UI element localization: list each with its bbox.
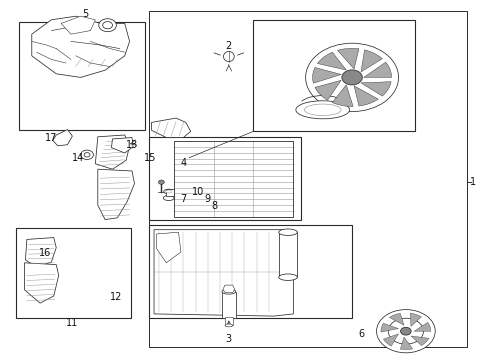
Polygon shape xyxy=(400,337,412,350)
Polygon shape xyxy=(223,285,234,292)
Polygon shape xyxy=(53,130,72,146)
Polygon shape xyxy=(360,82,390,96)
Text: 16: 16 xyxy=(39,248,51,258)
Text: 14: 14 xyxy=(72,153,84,163)
Ellipse shape xyxy=(224,324,232,327)
Circle shape xyxy=(81,150,93,159)
Text: 10: 10 xyxy=(191,186,204,197)
Text: 9: 9 xyxy=(204,194,210,204)
Text: 11: 11 xyxy=(66,318,79,328)
Ellipse shape xyxy=(222,289,235,294)
Polygon shape xyxy=(413,323,430,331)
Circle shape xyxy=(376,310,434,353)
Ellipse shape xyxy=(223,51,234,62)
Polygon shape xyxy=(24,263,59,303)
Bar xyxy=(173,141,293,217)
Polygon shape xyxy=(410,336,428,346)
Circle shape xyxy=(341,70,362,85)
Text: 5: 5 xyxy=(82,9,88,19)
Text: 12: 12 xyxy=(110,292,122,302)
Text: 7: 7 xyxy=(180,194,186,204)
Circle shape xyxy=(158,180,164,184)
Polygon shape xyxy=(111,138,133,153)
Polygon shape xyxy=(98,169,134,220)
Ellipse shape xyxy=(278,274,297,280)
Polygon shape xyxy=(278,232,297,277)
Text: 6: 6 xyxy=(358,329,364,339)
Bar xyxy=(149,11,466,347)
Ellipse shape xyxy=(165,190,172,193)
Polygon shape xyxy=(317,52,346,70)
Bar xyxy=(149,137,300,220)
Polygon shape xyxy=(337,48,358,69)
Bar xyxy=(222,292,235,318)
Polygon shape xyxy=(388,313,403,325)
Polygon shape xyxy=(156,232,181,263)
Ellipse shape xyxy=(278,229,297,235)
Text: 4: 4 xyxy=(180,158,186,168)
Ellipse shape xyxy=(163,189,173,194)
Polygon shape xyxy=(95,135,129,169)
Circle shape xyxy=(387,318,423,344)
Bar xyxy=(19,22,144,130)
Text: 3: 3 xyxy=(225,334,231,344)
Polygon shape xyxy=(154,230,293,316)
Polygon shape xyxy=(383,334,398,346)
Text: 2: 2 xyxy=(225,41,231,51)
Polygon shape xyxy=(312,67,341,83)
Circle shape xyxy=(99,19,116,32)
Polygon shape xyxy=(360,50,382,72)
Bar xyxy=(16,228,130,318)
Polygon shape xyxy=(353,86,378,106)
Polygon shape xyxy=(409,313,421,327)
Polygon shape xyxy=(61,16,95,34)
Polygon shape xyxy=(32,16,129,77)
Text: 17: 17 xyxy=(45,132,58,143)
Bar xyxy=(224,317,232,325)
Polygon shape xyxy=(151,118,190,138)
Text: 1: 1 xyxy=(469,177,475,187)
Text: 13: 13 xyxy=(125,140,138,150)
Bar xyxy=(253,20,414,131)
Polygon shape xyxy=(314,80,341,100)
Text: 8: 8 xyxy=(211,201,217,211)
Polygon shape xyxy=(380,323,398,332)
Ellipse shape xyxy=(163,195,174,201)
Text: 15: 15 xyxy=(144,153,157,163)
Polygon shape xyxy=(25,238,56,267)
Polygon shape xyxy=(166,189,173,196)
Polygon shape xyxy=(332,85,352,107)
Ellipse shape xyxy=(295,101,349,119)
Ellipse shape xyxy=(304,104,340,116)
Polygon shape xyxy=(363,62,391,77)
Circle shape xyxy=(102,22,112,29)
Circle shape xyxy=(400,327,410,335)
Bar xyxy=(149,225,351,318)
Circle shape xyxy=(84,153,90,157)
Circle shape xyxy=(305,43,398,112)
